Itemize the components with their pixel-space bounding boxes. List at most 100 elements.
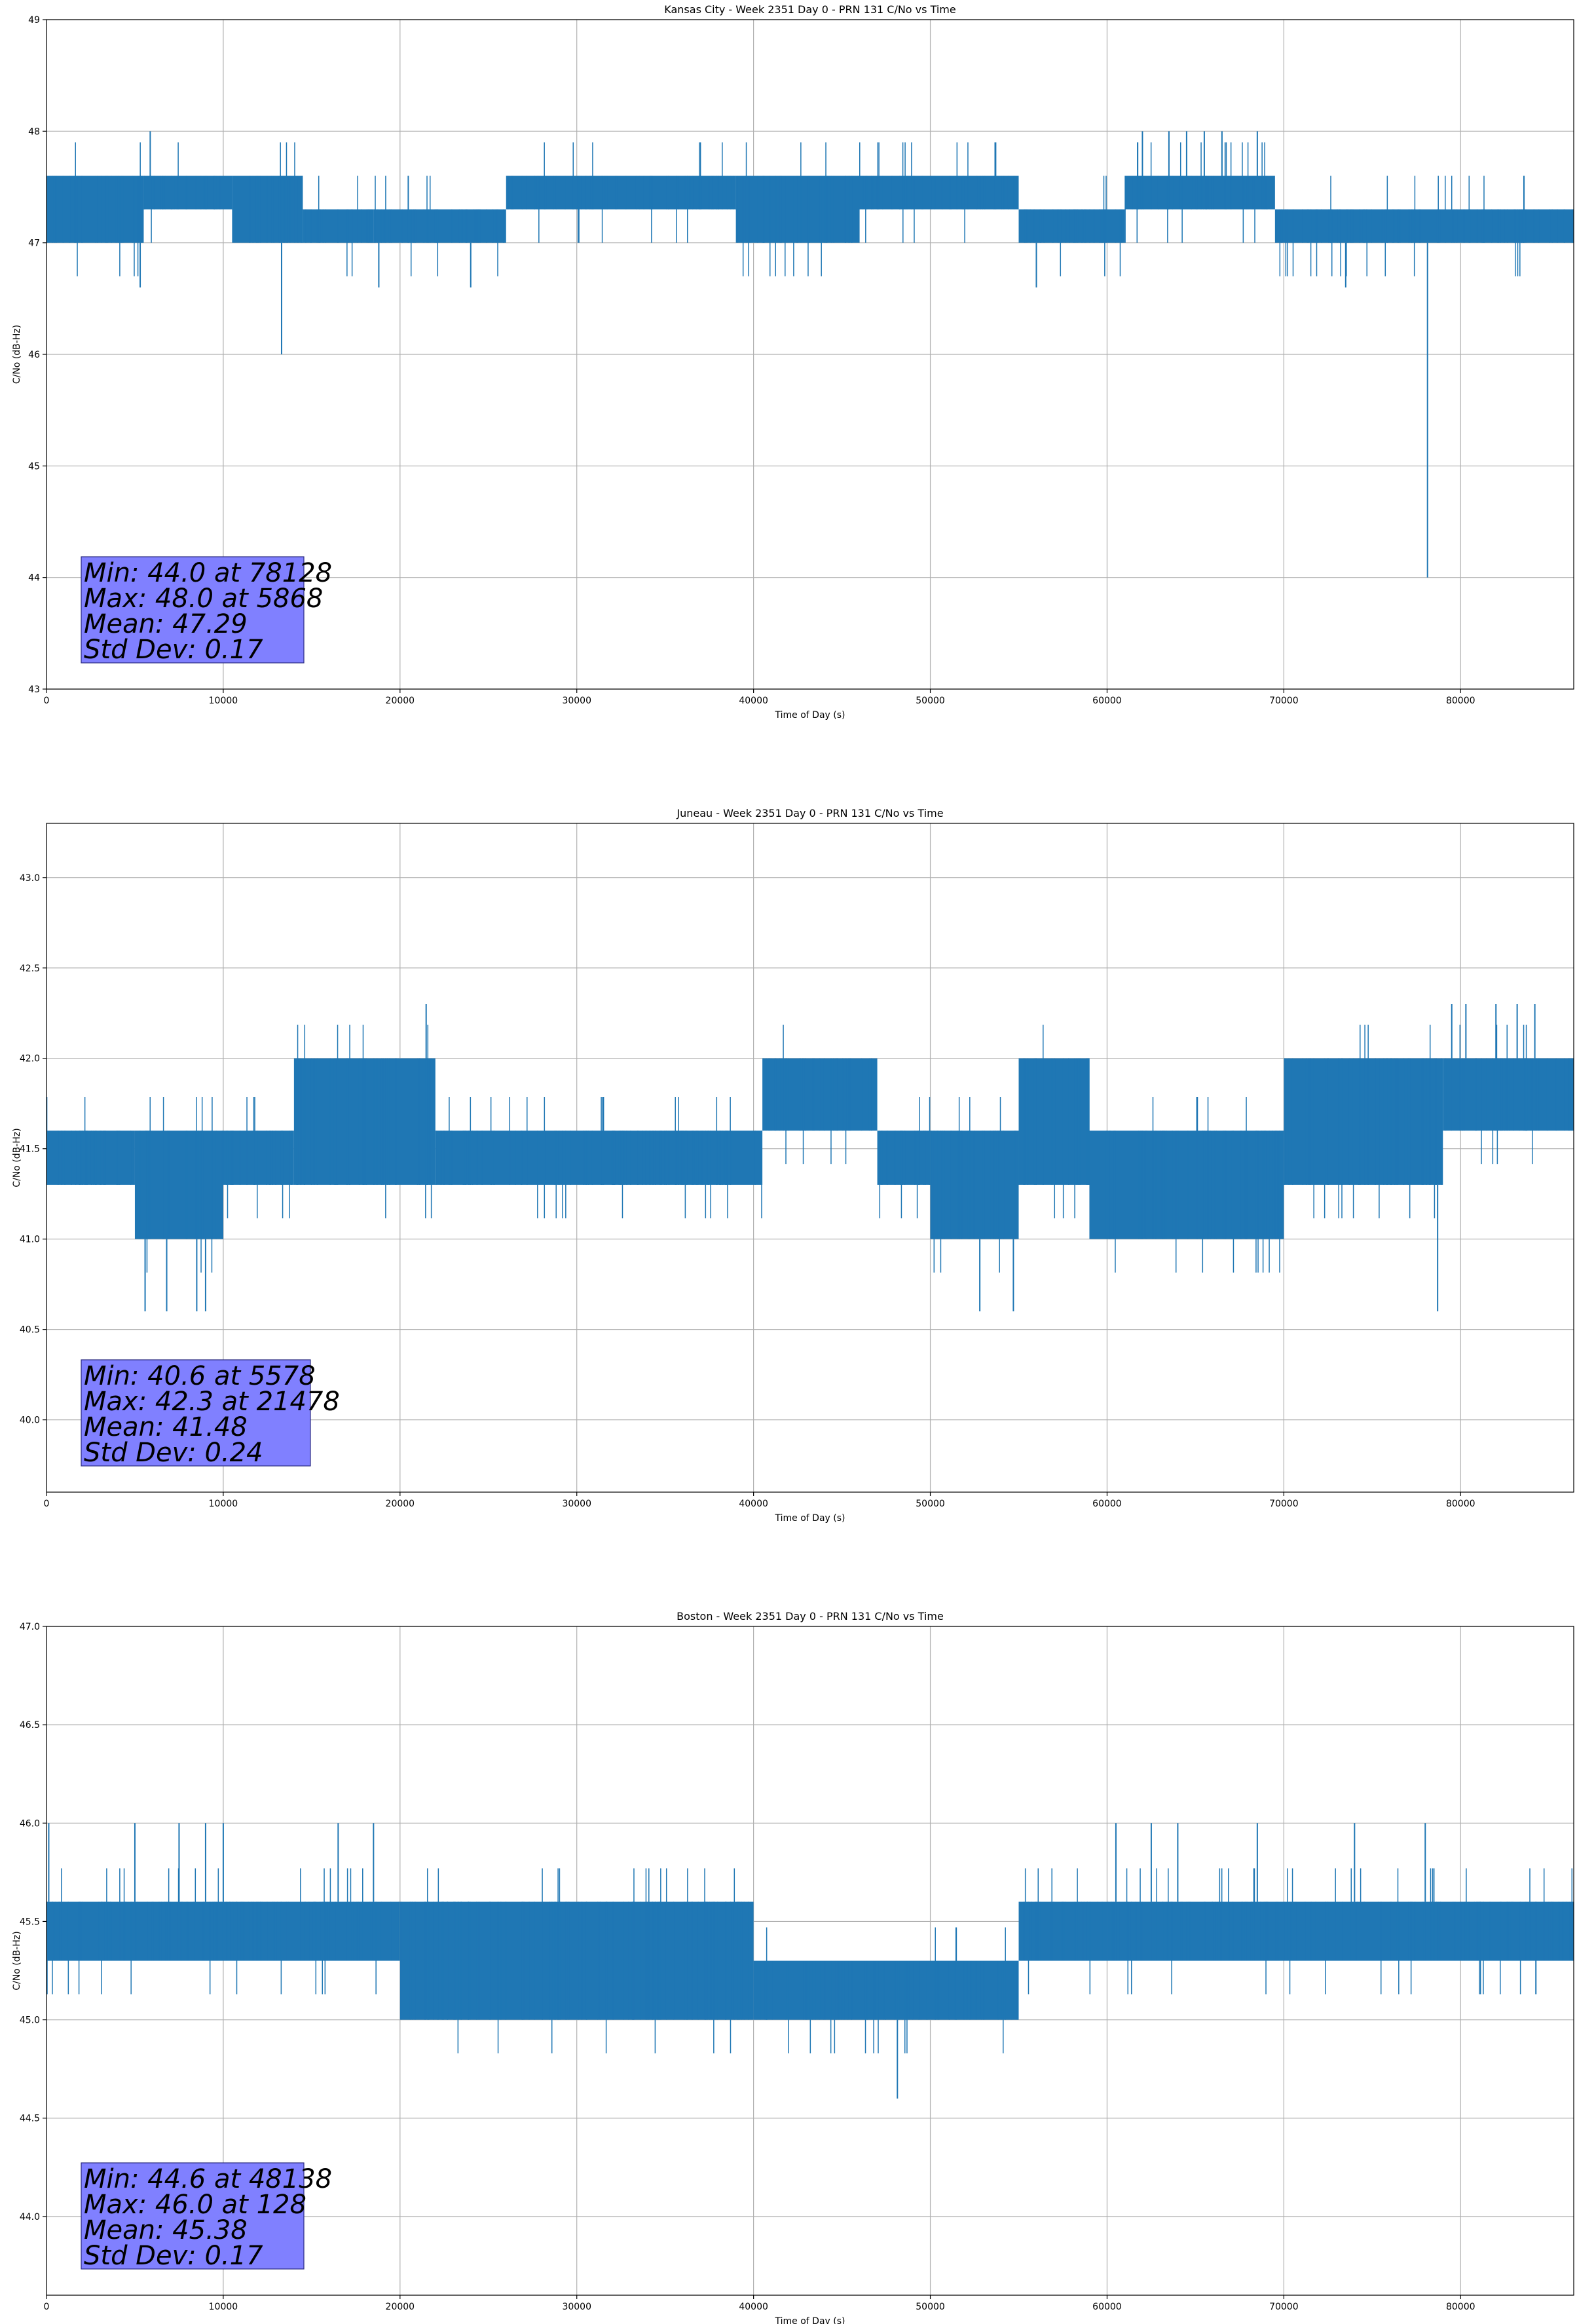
x-axis-label: Time of Day (s) (775, 2316, 845, 2324)
y-tick-label: 46.5 (20, 1720, 40, 1731)
data-series (46, 131, 1574, 578)
x-tick-label: 50000 (916, 1499, 945, 1509)
data-band (859, 176, 1019, 210)
data-band (1274, 209, 1574, 243)
data-band (81, 176, 144, 243)
x-tick-label: 80000 (1446, 696, 1475, 706)
y-tick-label: 43.0 (20, 873, 40, 884)
y-tick-label: 40.5 (20, 1325, 40, 1336)
chart-title: Boston - Week 2351 Day 0 - PRN 131 C/No … (677, 1610, 944, 1622)
data-band (46, 1131, 135, 1185)
axes-frame (46, 1626, 1574, 2296)
y-tick-label: 45.0 (20, 2015, 40, 2026)
y-tick-label: 49 (28, 15, 40, 26)
x-axis-label: Time of Day (s) (775, 1513, 845, 1524)
x-tick-label: 30000 (562, 696, 591, 706)
stats-line: Min: 44.6 at 48138 (84, 2164, 332, 2194)
y-tick-label: 48 (28, 126, 40, 137)
data-series (46, 1823, 1574, 2099)
x-tick-label: 40000 (739, 2302, 768, 2312)
x-tick-label: 20000 (386, 696, 415, 706)
y-tick-label: 44.0 (20, 2212, 40, 2222)
stats-line: Std Dev: 0.17 (84, 635, 263, 665)
stats-line: Std Dev: 0.24 (84, 1438, 263, 1468)
x-tick-label: 50000 (916, 696, 945, 706)
stats-line: Std Dev: 0.17 (84, 2241, 263, 2271)
y-tick-label: 42.5 (20, 964, 40, 974)
chart-panel-1: 0 10000 20000 30000 40000 50000 60000 70000 8000… (12, 807, 1574, 1524)
data-band (1443, 1058, 1574, 1131)
y-tick-label: 47 (28, 238, 40, 249)
y-axis-label: C/No (dB-Hz) (12, 1128, 22, 1187)
data-band (1107, 1902, 1574, 1961)
x-tick-label: 0 (44, 2302, 50, 2312)
x-tick-label: 30000 (562, 1499, 591, 1509)
stats-box (81, 556, 305, 664)
y-tick-label: 40.0 (20, 1415, 40, 1426)
x-tick-label: 40000 (739, 696, 768, 706)
stats-line: Min: 44.0 at 78128 (84, 558, 332, 588)
data-band (1018, 1058, 1090, 1185)
y-tick-label: 46 (28, 350, 40, 360)
x-axis-label: Time of Day (s) (775, 710, 845, 721)
data-band (1089, 1131, 1284, 1239)
data-band (399, 1902, 754, 2020)
stats-line: Max: 48.0 at 5868 (84, 584, 323, 614)
data-band (753, 1960, 1019, 2020)
data-band (373, 209, 506, 243)
x-tick-label: 80000 (1446, 2302, 1475, 2312)
data-band (877, 1131, 931, 1185)
data-band (1124, 176, 1275, 210)
y-axis-label: C/No (dB-Hz) (12, 325, 22, 384)
x-tick-label: 0 (44, 1499, 50, 1509)
x-tick-label: 40000 (739, 1499, 768, 1509)
y-tick-label: 43 (28, 684, 40, 695)
chart-panel-0: 0 10000 20000 30000 40000 50000 60000 70000 8000… (12, 3, 1574, 721)
data-band (46, 1902, 400, 1961)
x-tick-label: 60000 (1092, 1499, 1122, 1509)
stats-box (81, 2162, 305, 2270)
y-tick-label: 45.5 (20, 1917, 40, 1927)
chart-title: Kansas City - Week 2351 Day 0 - PRN 131 … (664, 3, 955, 16)
x-tick-label: 70000 (1269, 696, 1299, 706)
data-band (134, 1131, 223, 1239)
x-tick-label: 20000 (386, 2302, 415, 2312)
y-tick-label: 44 (28, 573, 40, 584)
y-tick-label: 46.0 (20, 1818, 40, 1829)
stats-line: Max: 46.0 at 128 (84, 2190, 306, 2220)
x-tick-label: 10000 (209, 2302, 238, 2312)
stats-box (81, 1359, 311, 1467)
x-tick-label: 70000 (1269, 1499, 1299, 1509)
x-tick-label: 0 (44, 696, 50, 706)
data-band (1284, 1058, 1443, 1185)
x-tick-label: 60000 (1092, 696, 1122, 706)
y-tick-label: 42.0 (20, 1054, 40, 1064)
data-band (143, 176, 232, 210)
stats-line: Mean: 45.38 (84, 2215, 248, 2245)
stats-line: Mean: 41.48 (84, 1412, 248, 1442)
x-tick-label: 70000 (1269, 2302, 1299, 2312)
chart-title: Juneau - Week 2351 Day 0 - PRN 131 C/No … (676, 807, 943, 819)
axes-frame (46, 823, 1574, 1493)
stats-line: Mean: 47.29 (84, 609, 248, 639)
y-tick-label: 47.0 (20, 1622, 40, 1632)
x-tick-label: 30000 (562, 2302, 591, 2312)
x-tick-label: 80000 (1446, 1499, 1475, 1509)
data-band (46, 176, 82, 243)
data-band (435, 1131, 763, 1185)
x-tick-label: 10000 (209, 1499, 238, 1509)
data-band (223, 1131, 294, 1185)
y-tick-label: 41.5 (20, 1144, 40, 1155)
stats-line: Max: 42.3 at 21478 (84, 1387, 340, 1417)
x-tick-label: 10000 (209, 696, 238, 706)
y-tick-label: 45 (28, 461, 40, 472)
x-tick-label: 50000 (916, 2302, 945, 2312)
data-band (1018, 209, 1125, 243)
chart-panel-2: 0 10000 20000 30000 40000 50000 60000 70000 8000… (12, 1610, 1574, 2324)
x-tick-label: 60000 (1092, 2302, 1122, 2312)
y-tick-label: 41.0 (20, 1235, 40, 1245)
y-axis-label: C/No (dB-Hz) (12, 1931, 22, 1990)
x-tick-label: 20000 (386, 1499, 415, 1509)
stats-line: Min: 40.6 at 5578 (84, 1361, 316, 1391)
